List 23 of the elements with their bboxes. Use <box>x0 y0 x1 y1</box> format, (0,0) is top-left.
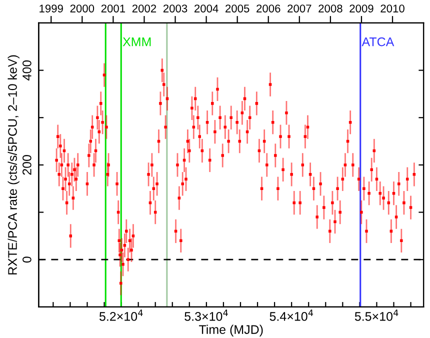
x2-tick-label: 2007 <box>288 4 312 12</box>
x2-tick-label: 2003 <box>163 4 188 12</box>
x-tick-label: 5.4×10$^{4}$ <box>270 310 314 321</box>
x2-tick-label: 2009 <box>350 4 374 12</box>
y-tick-label: 0 <box>22 256 32 263</box>
x-tick-label: 5.2×10$^{4}$ <box>99 310 143 321</box>
x-tick-label: 5.3×10$^{4}$ <box>184 310 228 321</box>
x2-tick-label: 1999 <box>40 4 63 12</box>
x-axis-title: Time (MJD) <box>199 324 263 336</box>
x2-tick-label: 2005 <box>226 4 250 12</box>
x2-tick-label: 2010 <box>380 4 404 12</box>
y-axis-title: RXTE/PCA rate (cts/s/5PCU, 2–10 keV) <box>8 55 20 274</box>
y-tick-label: 200 <box>22 155 32 175</box>
ref-line-label: XMM <box>122 37 151 46</box>
x2-tick-label: 2002 <box>132 4 156 12</box>
x2-tick-label: 2001 <box>101 4 126 12</box>
ref-line-label: ATCA <box>362 37 394 46</box>
x2-tick-label: 2004 <box>194 4 218 12</box>
y-tick-label: 400 <box>22 60 32 80</box>
x2-tick-label: 2008 <box>318 4 342 12</box>
x-tick-label: 5.5×10$^{4}$ <box>354 310 398 321</box>
x2-tick-label: 2006 <box>256 4 280 12</box>
x2-tick-label: 2000 <box>70 4 94 12</box>
